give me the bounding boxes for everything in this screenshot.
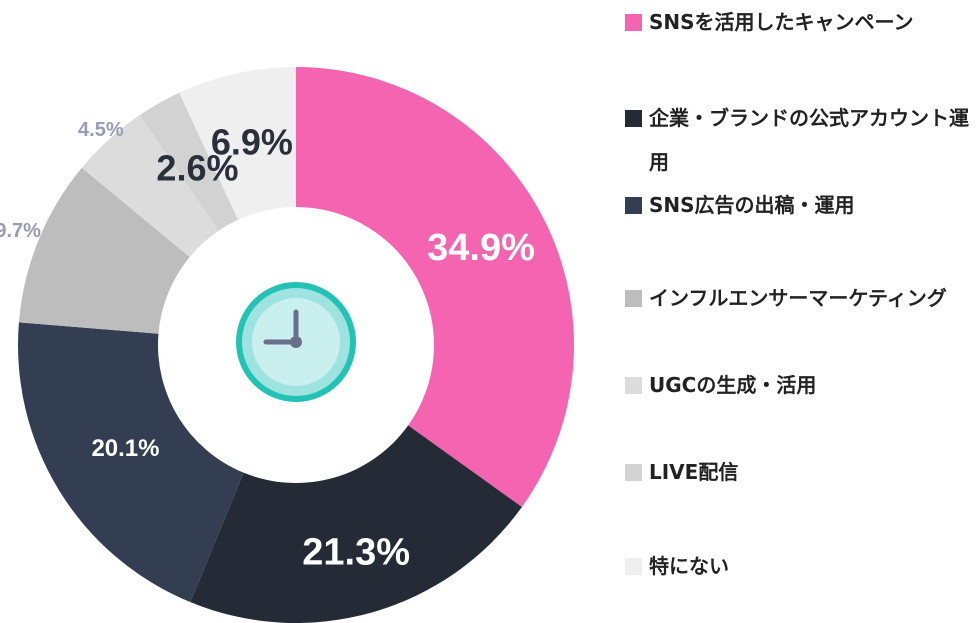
slice: [18, 167, 190, 334]
legend-item: UGCの生成・活用: [623, 363, 973, 407]
legend-label: LIVE配信: [649, 460, 739, 484]
legend-item: 企業・ブランドの公式アカウント運用: [623, 96, 973, 184]
data-label: 4.5%: [78, 119, 124, 141]
legend-swatch: [625, 464, 642, 481]
data-label: 21.3%: [302, 532, 410, 574]
data-label: 2.6%: [156, 147, 238, 188]
slice: [179, 67, 296, 220]
legend-label: 特にない: [649, 554, 729, 578]
clock-icon: [236, 282, 356, 402]
legend-swatch: [625, 110, 642, 127]
chart: 34.9% 21.3% 20.1% 9.7% 4.5% 2.6%6.9%: [0, 67, 574, 623]
slice: [81, 115, 219, 258]
legend-label: SNS広告の出稿・運用: [649, 193, 855, 217]
data-label: 34.9%: [427, 227, 535, 269]
data-label: 6.9%: [211, 121, 293, 162]
legend-label: 企業・ブランドの公式アカウント運用: [649, 106, 969, 174]
labels: 34.9% 21.3% 20.1% 9.7% 4.5% 2.6%6.9%: [0, 119, 535, 574]
slice: [18, 322, 244, 603]
legend-swatch: [625, 290, 642, 307]
legend-label: インフルエンサーマーケティング: [649, 286, 947, 310]
legend-label: SNSを活用したキャンペーン: [649, 10, 914, 34]
legend-item: 特にない: [623, 544, 973, 588]
data-label: 20.1%: [91, 435, 159, 462]
slice: [190, 425, 522, 623]
data-label: 9.7%: [0, 220, 41, 242]
legend-swatch: [625, 14, 642, 31]
legend-label: UGCの生成・活用: [649, 373, 817, 397]
legend-item: LIVE配信: [623, 450, 973, 494]
legend-swatch: [625, 558, 642, 575]
legend-swatch: [625, 377, 642, 394]
legend-item: SNSを活用したキャンペーン: [623, 0, 973, 44]
clock-center: [290, 336, 302, 348]
legend-swatch: [625, 197, 642, 214]
legend-item: SNS広告の出稿・運用: [623, 183, 973, 227]
legend-item: インフルエンサーマーケティング: [623, 276, 973, 320]
slice: [139, 92, 239, 231]
slice: [296, 67, 574, 507]
slices: [18, 67, 574, 623]
